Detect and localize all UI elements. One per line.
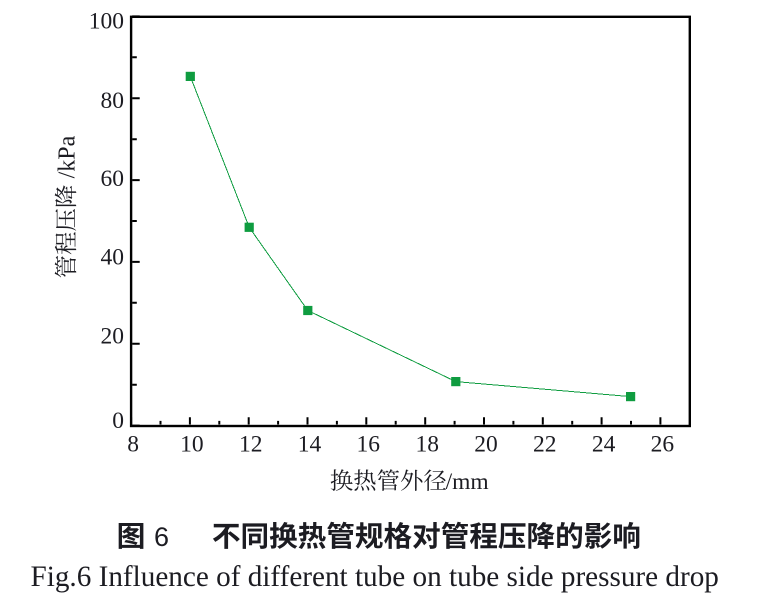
svg-text:/kPa: /kPa (54, 135, 80, 178)
svg-text:8: 8 (127, 431, 139, 457)
svg-text:22: 22 (533, 431, 557, 457)
svg-text:20: 20 (474, 431, 498, 457)
svg-text:100: 100 (89, 9, 124, 35)
svg-text:6: 6 (154, 522, 169, 552)
svg-text:16: 16 (357, 431, 381, 457)
svg-text:24: 24 (592, 431, 616, 457)
svg-text:10: 10 (180, 431, 204, 457)
svg-text:40: 40 (101, 245, 125, 271)
svg-text:20: 20 (101, 324, 125, 350)
svg-text:80: 80 (101, 88, 125, 114)
svg-text:14: 14 (298, 431, 322, 457)
svg-text:12: 12 (239, 431, 263, 457)
svg-text:26: 26 (651, 431, 675, 457)
svg-text:18: 18 (415, 431, 439, 457)
svg-text:60: 60 (101, 166, 125, 192)
svg-text:/mm: /mm (446, 469, 489, 495)
svg-text:Fig.6 Influence of different t: Fig.6 Influence of different tube on tub… (30, 561, 718, 593)
svg-text:0: 0 (112, 408, 124, 434)
